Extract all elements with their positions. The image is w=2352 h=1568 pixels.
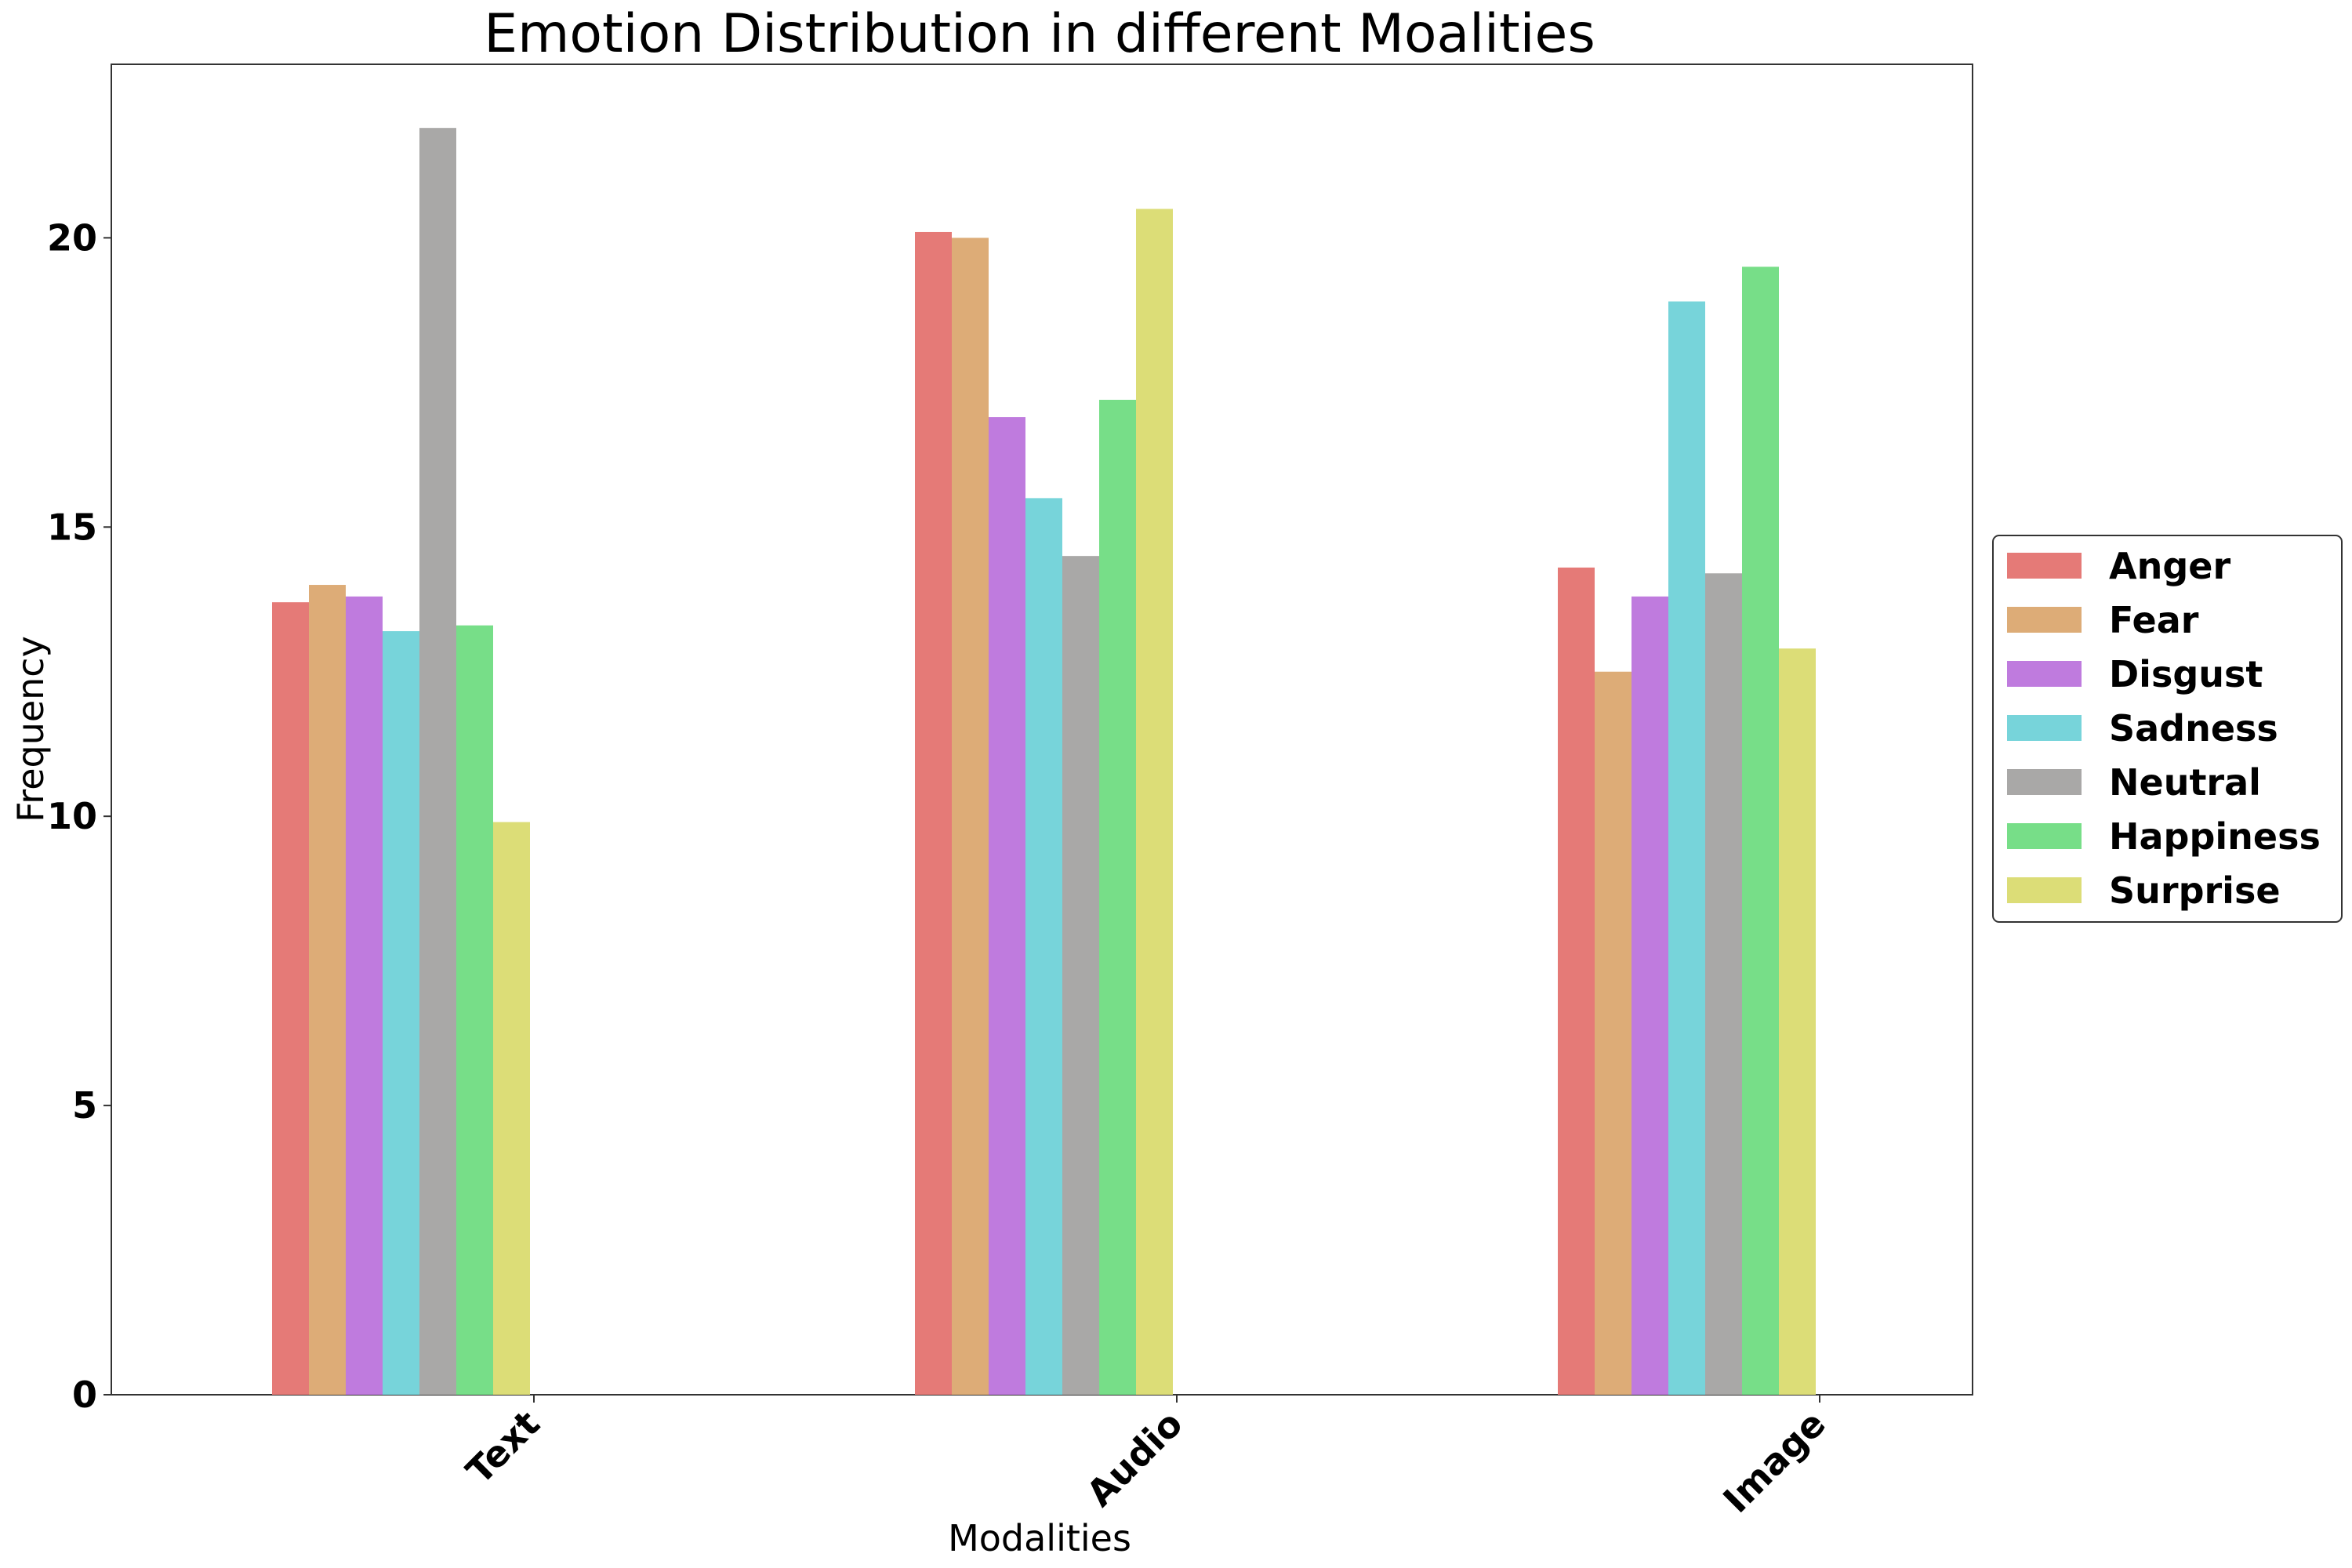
bar-fear-image (1595, 671, 1632, 1395)
bar-disgust-text (346, 596, 383, 1395)
chart-title: Emotion Distribution in different Moalit… (484, 3, 1595, 65)
bar-sadness-image (1668, 301, 1705, 1396)
bar-neutral-image (1705, 573, 1742, 1396)
x-axis-ticks: Text Audio Image (458, 1395, 1834, 1521)
bar-happiness-text (456, 625, 493, 1395)
legend: Anger Fear Disgust Sadness Neutral Happiness S… (1992, 535, 2343, 923)
bar-surprise-text (493, 822, 530, 1395)
legend-label-neutral: Neutral (2109, 761, 2261, 804)
y-axis-label: Frequency (9, 636, 52, 822)
bar-fear-text (309, 585, 346, 1395)
x-tick-label-text: Text (458, 1403, 548, 1493)
legend-swatch-anger (2007, 553, 2082, 579)
legend-label-disgust: Disgust (2109, 653, 2263, 695)
x-tick-label-image: Image (1715, 1403, 1833, 1521)
bars-layer (272, 128, 1816, 1396)
bar-fear-audio (952, 238, 989, 1395)
legend-label-fear: Fear (2109, 599, 2199, 641)
y-tick-label: 5 (72, 1084, 97, 1127)
bar-anger-audio (915, 231, 952, 1395)
y-axis-ticks: 0 5 10 15 20 (47, 216, 111, 1416)
legend-swatch-sadness (2007, 715, 2082, 741)
bar-surprise-audio (1136, 209, 1173, 1395)
legend-label-sadness: Sadness (2109, 707, 2278, 750)
legend-swatch-disgust (2007, 661, 2082, 687)
y-tick-label: 20 (47, 216, 97, 259)
legend-label-anger: Anger (2109, 545, 2230, 587)
bar-neutral-audio (1062, 556, 1099, 1396)
bar-happiness-image (1742, 267, 1779, 1395)
legend-swatch-surprise (2007, 877, 2082, 903)
bar-neutral-text (419, 128, 456, 1395)
bar-surprise-image (1779, 648, 1816, 1395)
bar-anger-image (1558, 567, 1595, 1395)
legend-label-happiness: Happiness (2109, 815, 2321, 858)
legend-label-surprise: Surprise (2109, 869, 2281, 912)
bar-disgust-audio (989, 417, 1025, 1395)
legend-swatch-fear (2007, 607, 2082, 633)
bar-anger-text (272, 602, 309, 1395)
y-tick-label: 15 (47, 506, 97, 548)
bar-happiness-audio (1099, 399, 1136, 1396)
x-axis-label: Modalities (948, 1517, 1131, 1559)
legend-swatch-happiness (2007, 823, 2082, 849)
x-tick-label-audio: Audio (1078, 1403, 1190, 1515)
y-tick-label: 10 (47, 795, 97, 837)
bar-disgust-image (1632, 596, 1668, 1395)
bar-sadness-text (383, 631, 419, 1395)
y-tick-label: 0 (72, 1374, 97, 1416)
legend-swatch-neutral (2007, 769, 2082, 795)
bar-sadness-audio (1025, 498, 1062, 1395)
